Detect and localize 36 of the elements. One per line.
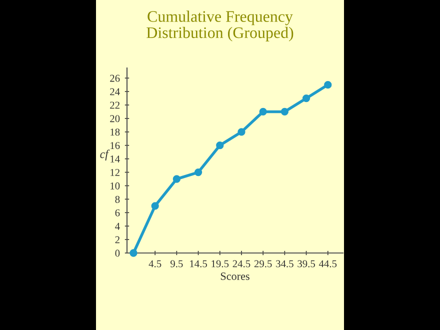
point (151, 202, 159, 210)
x-tick-label: 24.5 (232, 260, 250, 268)
point (172, 175, 180, 183)
x-tick-label: 19.5 (212, 260, 229, 268)
y-tick-label: 12 (110, 168, 120, 176)
chart-title: Cumulative Frequency Distribution (Grouped) (146, 10, 294, 42)
y-tick-label: 18 (110, 128, 120, 136)
y-tick-label: 6 (115, 209, 120, 216)
y-tick-label: 0 (115, 250, 120, 257)
y-tick-label: 26 (110, 74, 120, 82)
x-tick-label: 9.5 (170, 260, 183, 268)
x-tick-label: 34.5 (276, 260, 294, 268)
point (302, 94, 310, 102)
x-tick-label: 29.5 (254, 260, 272, 268)
point (216, 142, 224, 150)
x-tick-label: 4.5 (148, 260, 162, 268)
point (238, 128, 246, 136)
x-tick-label: 44.5 (318, 260, 337, 268)
y-tick-label: 10 (110, 182, 120, 190)
y-tick-label: 22 (110, 102, 120, 109)
y-axis-title: cf (100, 150, 110, 160)
x-tick-label: 14.5 (190, 260, 207, 268)
point (280, 108, 288, 116)
point (130, 249, 138, 257)
point (324, 81, 332, 89)
y-tick-label: 16 (110, 142, 120, 150)
x-axis-title: Scores (220, 272, 250, 280)
y-tick-label: 20 (110, 115, 120, 122)
point (194, 168, 202, 176)
y-tick-label: 2 (115, 236, 120, 244)
y-tick-label: 14 (110, 156, 120, 162)
y-tick-label: 4 (115, 222, 120, 230)
y-tick-label: 24 (110, 88, 120, 96)
point (259, 108, 267, 116)
y-tick-label: 8 (115, 196, 120, 203)
x-tick-label: 39.5 (298, 260, 315, 268)
